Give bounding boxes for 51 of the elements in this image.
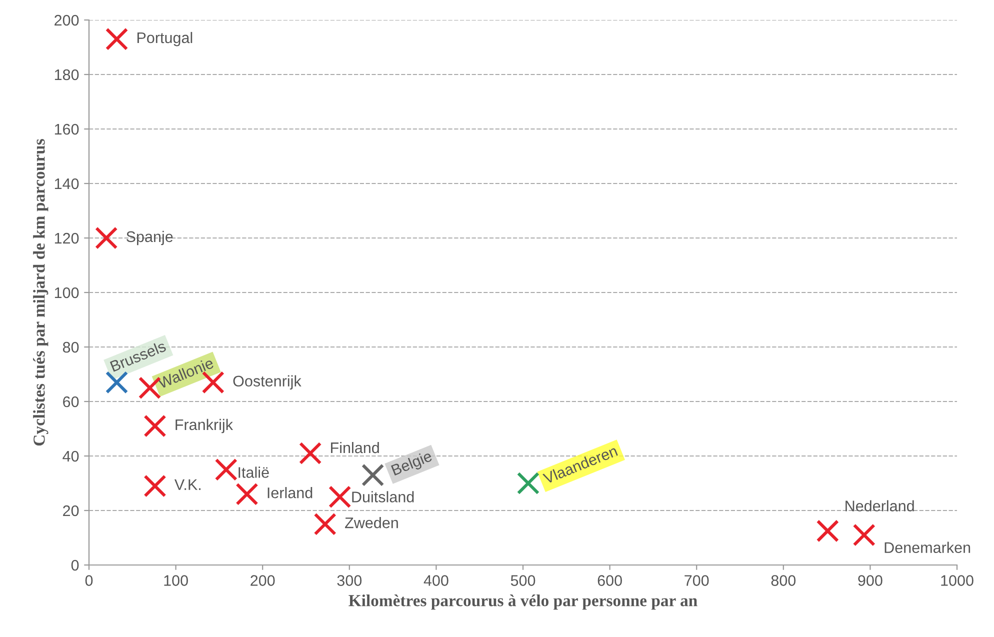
y-tick-label: 40 xyxy=(62,450,79,462)
point xyxy=(95,226,118,250)
x-tick-label: 0 xyxy=(85,575,93,586)
point xyxy=(105,28,128,50)
point xyxy=(328,486,352,508)
point xyxy=(144,474,166,498)
series-label: Frankrijk xyxy=(176,418,233,434)
series-label: Denemarken xyxy=(884,542,970,554)
x-tick-label: 800 xyxy=(771,575,796,586)
y-tick-label: 60 xyxy=(63,396,79,408)
x-tick-label: 100 xyxy=(164,575,188,586)
y-tick-label: 200 xyxy=(54,14,79,26)
series-label: Zweden xyxy=(345,517,398,528)
point xyxy=(314,512,336,536)
x-axis-title: Kilomètres parcourus à vélo par personne par an xyxy=(348,594,698,610)
series-label: Spanje xyxy=(126,230,173,246)
series-label: Finland xyxy=(331,442,379,454)
y-tick-label: 160 xyxy=(54,124,79,135)
x-tick-label: 700 xyxy=(684,575,709,586)
x-tick-label: 300 xyxy=(337,575,362,586)
series-label: Italië xyxy=(238,466,269,478)
point xyxy=(236,482,258,506)
point xyxy=(144,414,166,438)
x-tick-label: 900 xyxy=(858,575,882,586)
y-tick-label: 100 xyxy=(54,287,79,298)
series-label: Ierland xyxy=(268,487,312,498)
series-label: Portugal xyxy=(137,32,192,46)
y-tick-label: 120 xyxy=(54,232,79,244)
x-tick-label: 1000 xyxy=(941,575,974,586)
point xyxy=(516,472,540,495)
x-tick-label: 400 xyxy=(424,575,448,586)
y-tick-label: 180 xyxy=(54,69,79,80)
x-tick-label: 500 xyxy=(510,575,536,586)
point xyxy=(105,371,128,394)
y-tick-label: 80 xyxy=(62,342,79,353)
series-label: Nederland xyxy=(846,500,914,512)
y-tick-label: 140 xyxy=(54,178,79,190)
y-tick-label: 0 xyxy=(71,560,79,571)
point xyxy=(214,458,238,481)
point xyxy=(816,520,840,542)
point xyxy=(298,442,322,465)
x-tick-label: 200 xyxy=(250,575,275,586)
text: Belgie xyxy=(390,450,434,478)
point xyxy=(852,524,876,546)
y-tick-label: 20 xyxy=(63,505,79,516)
point xyxy=(361,464,384,486)
series-label: Oostenrijk xyxy=(233,375,302,390)
series-label: Duitsland xyxy=(352,491,414,502)
series-label: V.K. xyxy=(174,479,200,490)
y-axis-title: Cyclistes tués par miljard de km parcourus xyxy=(33,139,48,446)
x-tick-label: 600 xyxy=(598,575,622,586)
